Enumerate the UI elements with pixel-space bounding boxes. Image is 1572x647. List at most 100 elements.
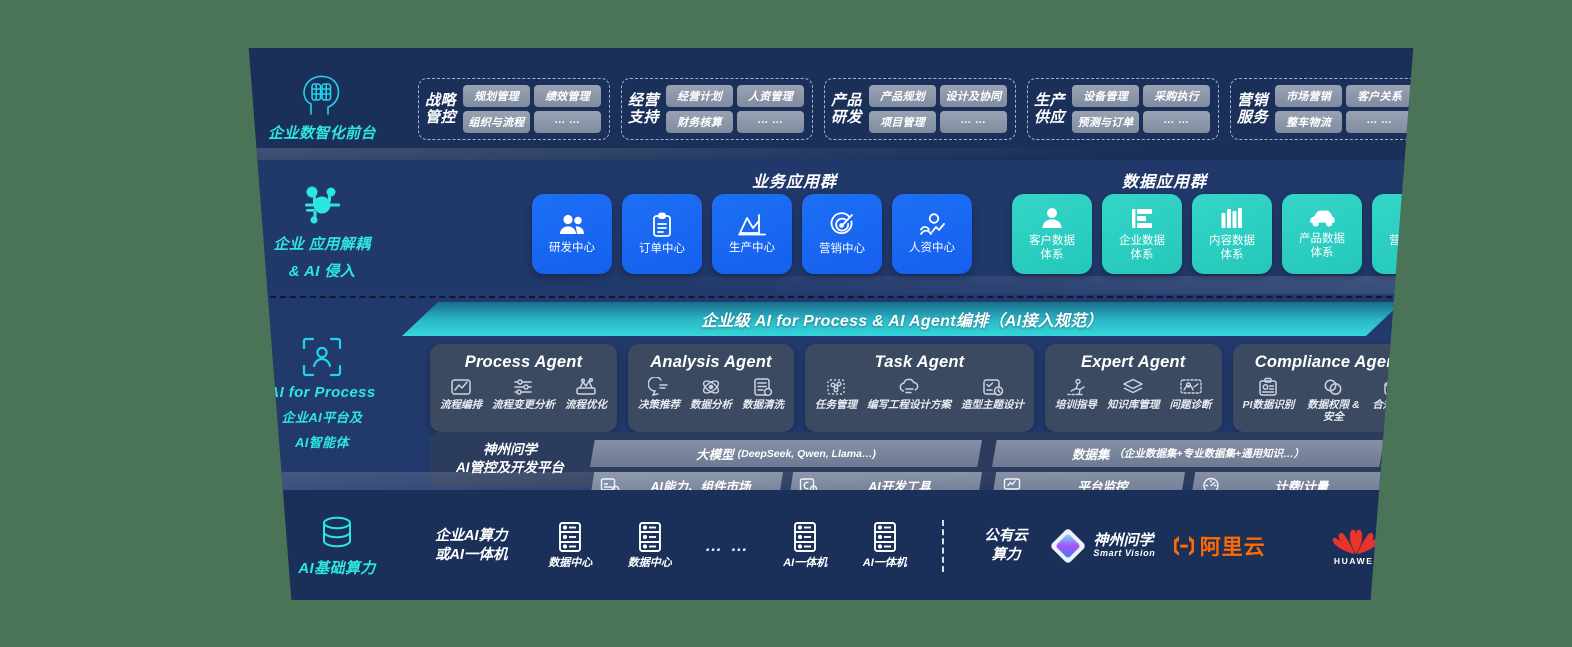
domain-cell[interactable]: 采购执行: [1143, 85, 1210, 107]
domain-cell[interactable]: 经营计划: [666, 85, 733, 107]
agent-name: Task Agent: [874, 353, 965, 371]
data-tile-customer[interactable]: 客户数据 体系: [1012, 194, 1092, 274]
huawei-logo[interactable]: HUAWEI: [1309, 527, 1402, 566]
rail-ai-for-process: AI for Process 企业AI平台及 AI智能体: [249, 328, 422, 458]
vendor-tagline: Smart Vision: [1093, 548, 1156, 559]
infra-node-datacenter-1[interactable]: 数据中心: [530, 521, 610, 571]
optimize-icon: [575, 377, 597, 397]
agent-capability[interactable]: 合规预警: [1372, 377, 1413, 411]
agent-capability[interactable]: 数据清洗: [742, 377, 784, 411]
domain-group-marketing-service[interactable]: 营销 服务 市场营销 客户关系 整车物流 … …: [1230, 78, 1414, 140]
platform-label: 神州问学 AI管控及开发平台: [456, 441, 564, 475]
agent-capability[interactable]: 培训指导: [1055, 377, 1097, 411]
dataset-sub: （企业数据集+专业数据集+通用知识…）: [1113, 448, 1305, 460]
data-group-title: 数据应用群: [1122, 174, 1208, 191]
data-tile-label: 客户数据 体系: [1029, 234, 1075, 261]
domain-cell[interactable]: 设备管理: [1072, 85, 1139, 107]
agent-capability[interactable]: 数据权限 & 安全: [1304, 377, 1362, 423]
settings-list-icon: [513, 377, 535, 397]
agent-capability[interactable]: 流程编排: [440, 377, 482, 411]
rail-label-ai-1: AI for Process: [268, 383, 376, 401]
agent-card-task[interactable]: Task Agent 任务管理: [805, 344, 1034, 433]
app-tile-order-center[interactable]: 订单中心: [622, 194, 702, 274]
shenzhou-wenxue-logo[interactable]: 神州问学 Smart Vision: [1050, 528, 1170, 564]
vendor-name: 神州问学: [1093, 531, 1154, 549]
data-tile-product[interactable]: 产品数据 体系: [1282, 194, 1362, 274]
agent-capability[interactable]: 流程变更分析: [492, 377, 555, 411]
target-icon: [829, 211, 855, 238]
domain-cell[interactable]: … …: [940, 111, 1007, 133]
data-tile-label: 营销数据 体系: [1389, 235, 1435, 261]
ellipsis-icon: … …: [705, 536, 750, 556]
capability-label: PI数据识别: [1242, 399, 1295, 411]
agent-card-expert[interactable]: Expert Agent 培训指导: [1045, 344, 1222, 433]
agent-capability[interactable]: 造型主题设计: [961, 377, 1024, 411]
infra-node-datacenter-2[interactable]: 数据中心: [610, 521, 690, 571]
domain-cell[interactable]: … …: [1143, 111, 1210, 133]
agent-card-process[interactable]: Process Agent 流程编排: [430, 344, 617, 433]
alicloud-logo[interactable]: 阿里云: [1171, 531, 1310, 561]
agent-card-analysis[interactable]: Analysis Agent 决策推荐: [628, 344, 794, 433]
infra-node-ai-appliance-1[interactable]: AI一体机: [765, 521, 845, 571]
domain-cell[interactable]: 市场营销: [1275, 85, 1342, 107]
users-group-icon: [558, 213, 586, 237]
agent-capability[interactable]: 数据分析: [690, 377, 732, 411]
capability-label: 流程编排: [440, 399, 482, 411]
domain-cell[interactable]: 项目管理: [869, 111, 936, 133]
capability-label: 知识库管理: [1107, 399, 1160, 411]
domain-cell[interactable]: 绩效管理: [534, 85, 601, 107]
domain-cell[interactable]: 组织与流程: [463, 111, 530, 133]
server-icon: [635, 521, 665, 553]
agent-capability[interactable]: 编写工程设计方案: [867, 377, 951, 411]
building-icon: [1130, 206, 1154, 230]
agent-capability[interactable]: 知识库管理: [1107, 377, 1160, 411]
agent-capability[interactable]: 任务管理: [815, 377, 857, 411]
atom-analysis-icon: [700, 377, 722, 397]
app-tile-hr-center[interactable]: 人资中心: [892, 194, 972, 274]
app-tile-marketing-center[interactable]: 营销中心: [802, 194, 882, 274]
domain-group-production-supply[interactable]: 生产 供应 设备管理 采购执行 预测与订单 … …: [1027, 78, 1219, 140]
capability-label: 编写工程设计方案: [867, 399, 951, 411]
data-tile-marketing[interactable]: 营销数据 体系: [1372, 194, 1435, 274]
domain-group-name: 战略 管控: [425, 91, 457, 126]
app-tile-label: 人资中心: [909, 242, 955, 255]
flow-chart-icon: [450, 377, 472, 397]
domain-cell[interactable]: 客户关系: [1346, 85, 1413, 107]
platform-dataset-bar[interactable]: 数据集 （企业数据集+专业数据集+通用知识…）: [992, 440, 1384, 467]
capability-label: 数据清洗: [742, 399, 784, 411]
domain-cell[interactable]: 财务核算: [666, 111, 733, 133]
decoupling-node-icon: [300, 183, 344, 227]
domain-group-operations[interactable]: 经营 支持 经营计划 人资管理 财务核算 … …: [621, 78, 813, 140]
domain-cell[interactable]: 整车物流: [1275, 111, 1342, 133]
infra-node-label: 数据中心: [548, 557, 593, 570]
domain-group-product-rd[interactable]: 产品 研发 产品规划 设计及协同 项目管理 … …: [824, 78, 1016, 140]
domain-cell[interactable]: 产品规划: [869, 85, 936, 107]
training-icon: [1065, 377, 1087, 397]
agent-capability[interactable]: PI数据识别: [1242, 377, 1295, 411]
domain-cell[interactable]: … …: [737, 111, 804, 133]
agent-name: Analysis Agent: [650, 353, 772, 371]
domain-cell[interactable]: … …: [1346, 111, 1413, 133]
infra-node-ai-appliance-2[interactable]: AI一体机: [845, 521, 925, 571]
domain-group-name: 经营 支持: [628, 91, 660, 126]
agent-capability[interactable]: 决策推荐: [638, 376, 680, 411]
app-tile-production-center[interactable]: 生产中心: [712, 194, 792, 274]
agent-card-compliance[interactable]: Compliance Agent PI数据识: [1232, 344, 1414, 433]
agent-capability[interactable]: 问题诊断: [1170, 377, 1212, 411]
domain-cell[interactable]: 规划管理: [463, 85, 530, 107]
domain-cell[interactable]: 人资管理: [737, 85, 804, 107]
domain-cell[interactable]: … …: [534, 111, 601, 133]
domain-cell[interactable]: 预测与订单: [1072, 111, 1139, 133]
data-tile-content[interactable]: 内容数据 体系: [1192, 194, 1272, 274]
domain-cell[interactable]: 设计及协同: [940, 85, 1007, 107]
infra-node-label: AI一体机: [783, 557, 828, 570]
platform-models-bar[interactable]: 大模型 (DeepSeek, Qwen, Llama…): [590, 440, 982, 467]
agent-capability[interactable]: 流程优化: [565, 377, 607, 411]
data-tile-enterprise[interactable]: 企业数据 体系: [1102, 194, 1182, 274]
orchestration-banner-label: 企业级 AI for Process & AI Agent编排（AI接入规范）: [701, 313, 1103, 330]
enterprise-compute-label: 企业AI算力 或AI一体机: [434, 528, 508, 563]
content-bars-icon: [1220, 206, 1244, 230]
domain-group-strategy[interactable]: 战略 管控 规划管理 绩效管理 组织与流程 … …: [418, 78, 610, 140]
app-tile-rd-center[interactable]: 研发中心: [532, 194, 612, 274]
